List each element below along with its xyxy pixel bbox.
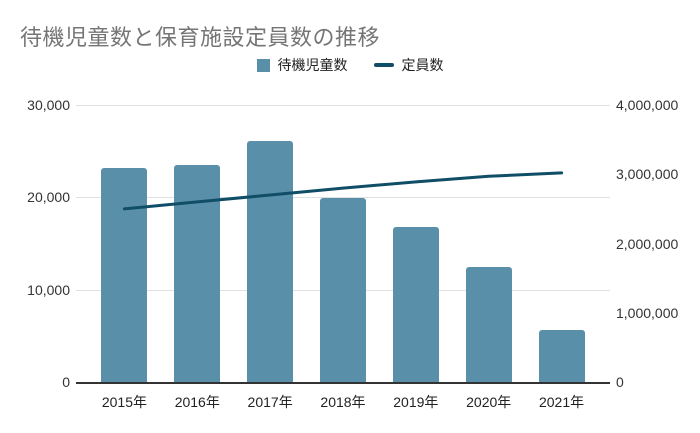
legend-label-bar-series: 待機児童数 (277, 57, 348, 73)
line-series-swatch-icon (373, 63, 394, 67)
bar-2018年 (320, 198, 366, 382)
bar-2017年 (247, 141, 294, 382)
x-axis-label-2019年: 2019年 (393, 394, 439, 410)
x-axis-label-2015年: 2015年 (101, 394, 147, 410)
bar-series-swatch-icon (256, 58, 270, 72)
chart-legend: 待機児童数 定員数 (0, 56, 700, 74)
legend-item-teiinsu: 定員数 (373, 55, 444, 75)
right-axis-tick-label: 4,000,000 (616, 97, 679, 113)
capacity-line-layer (122, 171, 564, 211)
bar-2019年 (392, 227, 439, 382)
x-axis-label-2021年: 2021年 (538, 394, 585, 410)
right-axis-tick-label: 0 (616, 374, 624, 390)
left-axis-tick-label: 0 (62, 374, 70, 390)
x-axis-label-2018年: 2018年 (320, 394, 366, 410)
legend-item-machijidou: 待機児童数 (256, 55, 348, 75)
right-axis-tick-label: 3,000,000 (616, 166, 679, 183)
left-axis-tick-label: 30,000 (27, 97, 70, 113)
x-axis-label-2016年: 2016年 (174, 394, 220, 410)
left-axis-tick-label: 10,000 (27, 281, 70, 298)
bar-2020年 (465, 267, 512, 382)
capacity-line (122, 171, 564, 211)
left-axis-tick-label: 20,000 (27, 189, 70, 206)
legend-label-line-series: 定員数 (401, 57, 444, 73)
gridline (76, 105, 610, 106)
right-axis-tick-label: 2,000,000 (616, 235, 679, 252)
x-axis-label-2017年: 2017年 (247, 394, 293, 410)
plot-area (76, 105, 610, 384)
x-axis-label-2020年: 2020年 (466, 394, 512, 410)
right-axis-tick-label: 1,000,000 (616, 304, 679, 321)
chart-title: 待機児童数と保育施設定員数の推移 (20, 25, 381, 50)
gridline (76, 197, 610, 199)
bar-2021年 (538, 329, 585, 382)
bar-2015年 (101, 168, 148, 382)
